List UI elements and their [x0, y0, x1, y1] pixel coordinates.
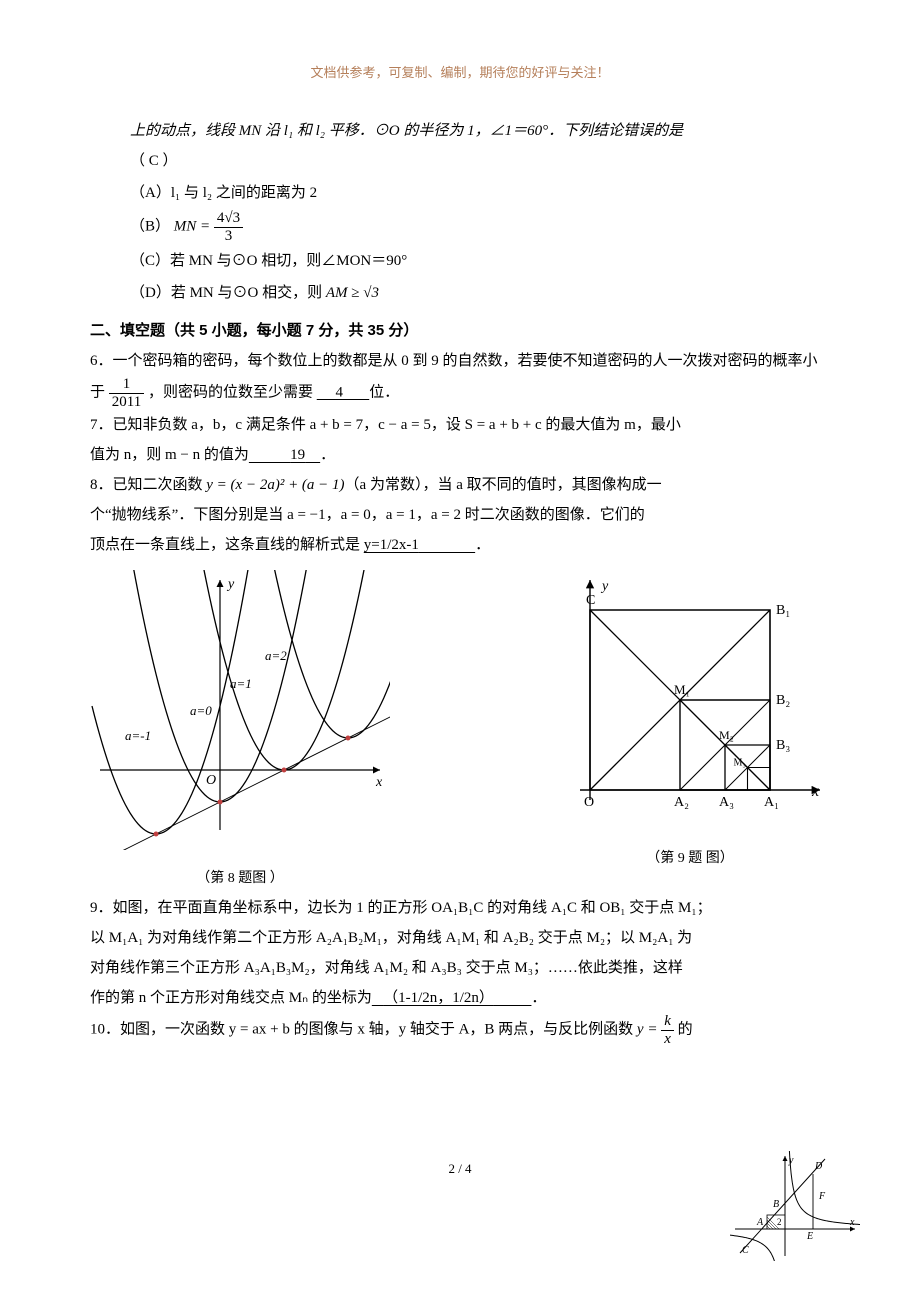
svg-text:B₂: B₂: [776, 693, 790, 708]
figure-8-caption: （第 8 题图 ）: [90, 865, 390, 893]
option-a: （A）l₁ 与 l₂ 之间的距离为 2: [130, 178, 830, 208]
question-7: 7．已知非负数 a，b，c 满足条件 a + b = 7，c − a = 5，设…: [90, 410, 830, 470]
figure-9: Oy x C B₁ B₂ B₃ M₁ M₂ M₃ A₁ A₂ A₃ （第 9 题 图）: [550, 570, 830, 873]
figure-8: y x Oa=-1 a=0 a=1 a=2 （第 8 题图 ）: [90, 570, 390, 893]
svg-text:B₁: B₁: [776, 603, 790, 618]
svg-text:F: F: [818, 1191, 826, 1202]
header-note: 文档供参考，可复制、编制，期待您的好评与关注！: [90, 60, 830, 86]
option-b: （B） MN = 4√3 3: [130, 210, 830, 244]
question-6: 6．一个密码箱的密码，每个数位上的数都是从 0 到 9 的自然数，若要使不知道密…: [90, 346, 830, 410]
svg-text:y: y: [226, 577, 235, 592]
svg-text:x: x: [811, 783, 819, 800]
figure-9-caption: （第 9 题 图）: [550, 845, 830, 873]
svg-text:A₁: A₁: [764, 795, 779, 810]
svg-text:C: C: [586, 593, 595, 608]
section-2-heading: 二、填空题（共 5 小题，每小题 7 分，共 35 分）: [90, 316, 830, 346]
svg-text:D: D: [814, 1161, 823, 1172]
svg-text:x: x: [375, 775, 383, 790]
svg-text:a=2: a=2: [265, 648, 287, 663]
svg-text:A₃: A₃: [719, 795, 734, 810]
svg-text:x: x: [849, 1217, 855, 1228]
option-d: （D）若 MN 与⊙O 相交，则 AM ≥ √3: [130, 278, 830, 308]
svg-text:B: B: [773, 1199, 779, 1210]
svg-text:M₂: M₂: [719, 728, 734, 742]
svg-text:A: A: [756, 1217, 764, 1228]
svg-text:2: 2: [777, 1217, 782, 1227]
svg-text:y: y: [788, 1155, 794, 1166]
svg-text:C: C: [742, 1245, 749, 1256]
svg-text:O: O: [206, 773, 216, 788]
option-c: （C）若 MN 与⊙O 相切，则∠MON＝90°: [130, 246, 830, 276]
figures-row: y x Oa=-1 a=0 a=1 a=2 （第 8 题图 ） Oy x C B₁ B₂ B₃ M₁ M…: [90, 570, 830, 893]
question-8: 8．已知二次函数 y = (x − 2a)² + (a − 1)（a 为常数），…: [90, 470, 830, 560]
svg-text:M₃: M₃: [734, 758, 746, 769]
svg-text:A₂: A₂: [674, 795, 689, 810]
svg-text:O: O: [584, 795, 594, 810]
svg-text:B₃: B₃: [776, 738, 790, 753]
context-text: 上的动点，线段 MN 沿 l₁ 和 l₂ 平移．⊙O 的半径为 1，∠1＝60°…: [130, 116, 830, 146]
svg-text:a=1: a=1: [230, 676, 252, 691]
svg-text:a=0: a=0: [190, 703, 212, 718]
question-9: 9．如图，在平面直角坐标系中，边长为 1 的正方形 OA₁B₁C 的对角线 A₁…: [90, 893, 830, 1013]
figure-10-small: y x D BA C E F 2: [730, 1151, 860, 1272]
svg-text:E: E: [806, 1231, 813, 1242]
answer-marker: （ C ）: [130, 146, 830, 176]
svg-text:y: y: [600, 579, 609, 594]
svg-text:a=-1: a=-1: [125, 728, 151, 743]
svg-text:M₁: M₁: [674, 682, 690, 697]
question-10: 10．如图，一次函数 y = ax + b 的图像与 x 轴，y 轴交于 A，B…: [90, 1013, 830, 1047]
